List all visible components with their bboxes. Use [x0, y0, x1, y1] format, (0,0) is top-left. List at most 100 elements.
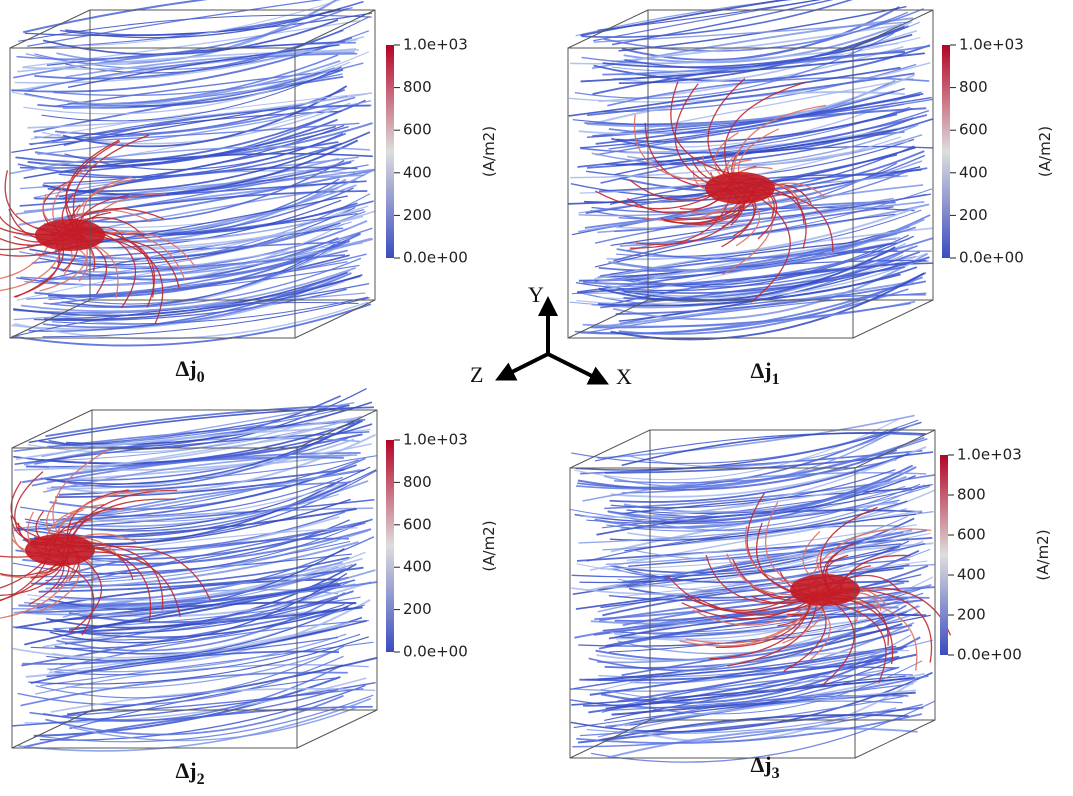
streamline [575, 235, 915, 292]
streamline [600, 532, 931, 570]
cube-edge [852, 9, 934, 49]
streamline [56, 591, 346, 652]
streamline [20, 227, 373, 280]
panel: 1.0e+03 800 600 400 200 0.0e+00 (A/m2) Δj3 [569, 414, 1052, 782]
panel: 1.0e+03 800 600 400 200 0.0e+00 (A/m2) Δj2 [0, 387, 498, 788]
streamline [0, 243, 84, 257]
streamline [732, 104, 827, 186]
colorbar-tick-label: 200 [957, 606, 986, 624]
streamline [626, 559, 910, 588]
streamline [53, 164, 369, 222]
cube-frame [569, 429, 936, 759]
streamline [598, 599, 923, 650]
streamline [45, 541, 359, 590]
streamline [618, 271, 927, 335]
cube-edge [294, 9, 376, 49]
label-subscript: 0 [197, 369, 205, 386]
streamline [618, 25, 905, 84]
streamline [807, 528, 932, 583]
streamline [66, 649, 340, 689]
streamline [590, 302, 912, 329]
label-subscript: 1 [772, 371, 780, 388]
streamline [597, 201, 925, 234]
panel: 1.0e+03 800 600 400 200 0.0e+00 (A/m2) Δj1 [567, 0, 1054, 388]
streamline [584, 645, 897, 681]
streamline [582, 471, 927, 502]
streamline [26, 7, 353, 49]
streamline [623, 266, 918, 302]
colorbar-tick-label: 0.0e+00 [403, 643, 468, 661]
streamline [627, 660, 923, 715]
streamline [20, 266, 357, 313]
streamline [41, 66, 342, 122]
streamline [615, 280, 927, 315]
streamline [579, 87, 905, 149]
streamline [29, 688, 339, 721]
streamline [69, 606, 363, 634]
streamline [579, 655, 900, 682]
cube-edge [296, 709, 378, 749]
colorbar-tick-label: 1.0e+03 [959, 36, 1024, 54]
streamline [608, 611, 907, 653]
panel-label: Δj3 [750, 752, 779, 782]
streamline [628, 543, 902, 567]
streamline [11, 36, 353, 93]
panel-label: Δj1 [750, 358, 779, 388]
streamline [22, 456, 344, 484]
streamline [571, 419, 919, 465]
streamline [45, 404, 350, 438]
streamline [600, 636, 921, 704]
streamline [65, 169, 375, 228]
streamline [18, 697, 372, 752]
colorbar-tick-label: 400 [403, 558, 432, 576]
label-symbol: Δj [175, 356, 196, 381]
z-axis-label: Z [470, 362, 483, 387]
streamline [34, 161, 352, 200]
streamline [570, 140, 909, 179]
streamline [597, 0, 821, 31]
colorbar-tick-label: 1.0e+03 [403, 431, 468, 449]
streamline [54, 633, 361, 676]
cube-edge [9, 299, 91, 339]
colorbar-tick-label: 400 [959, 163, 988, 181]
streamline [65, 493, 340, 523]
streamline [612, 252, 928, 321]
streamline [623, 23, 903, 64]
streamline [633, 114, 721, 183]
streamline [705, 554, 813, 604]
streamline [598, 246, 896, 302]
colorbar-title: (A/m2) [1036, 126, 1054, 177]
streamline [57, 239, 347, 305]
streamline [624, 513, 917, 552]
streamline [27, 92, 373, 129]
streamline [51, 104, 372, 143]
streamline [573, 693, 905, 729]
streamlines [568, 0, 934, 341]
cube-edge [854, 719, 936, 759]
streamline [589, 510, 923, 571]
streamline [10, 480, 49, 541]
streamline [624, 25, 909, 69]
cube-edge [569, 429, 651, 469]
streamline [606, 483, 921, 532]
streamline [57, 207, 356, 266]
z-arrow [495, 352, 549, 381]
streamline [30, 92, 368, 140]
streamline [602, 63, 917, 113]
streamline [27, 564, 346, 602]
streamline [20, 476, 344, 517]
x-arrow [547, 352, 609, 385]
streamline [576, 537, 933, 562]
streamline [591, 125, 917, 167]
hotspot [790, 574, 860, 606]
streamline [50, 687, 376, 713]
streamline [576, 436, 925, 490]
colorbar-tick-label: 1.0e+03 [403, 36, 468, 54]
streamline [43, 257, 362, 309]
streamline [28, 406, 374, 444]
streamline [621, 256, 930, 294]
streamline [604, 451, 934, 474]
streamline [586, 707, 897, 735]
streamline [16, 8, 347, 61]
